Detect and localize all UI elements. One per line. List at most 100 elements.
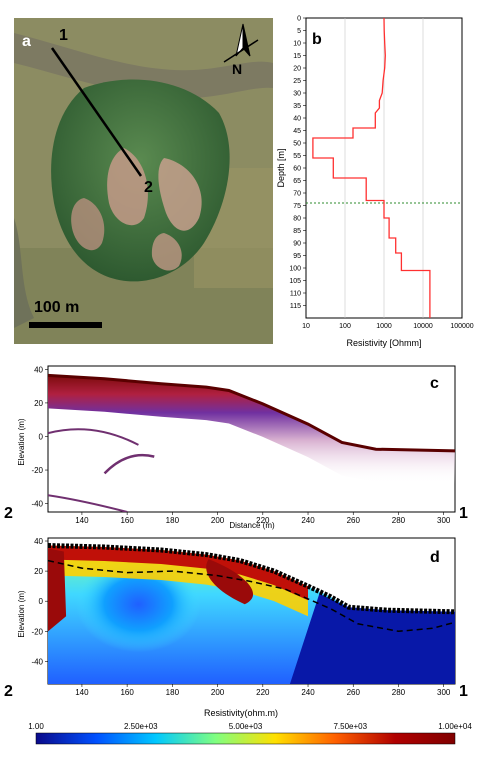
chart-c-right-end-label: 1 — [459, 505, 468, 522]
chart-c-x-tick-label: 180 — [166, 516, 180, 525]
chart-c-ylabel: Elevation (m) — [17, 418, 26, 465]
chart-c-x-tick-label: 260 — [347, 516, 361, 525]
chart-b-y-tick-label: 100 — [289, 266, 301, 273]
chart-c-x-tick-label: 160 — [120, 516, 134, 525]
gpr-diffraction-2 — [103, 453, 155, 475]
gpr-surface-reflector — [48, 373, 455, 453]
north-arrow-icon — [223, 23, 259, 63]
chart-b-x-tick-label: 10000 — [413, 323, 433, 330]
chart-b-y-tick-label: 105 — [289, 278, 301, 285]
chart-d-x-tick-label: 260 — [347, 688, 361, 697]
resistivity-model-line — [312, 17, 431, 318]
colorbar-title: Resistivity(ohm.m) — [204, 708, 278, 718]
scale-bar — [29, 322, 102, 328]
chart-b-y-tick-label: 35 — [293, 103, 301, 110]
chart-b-y-ticks: 0 5 10 15 20 25 30 35 40 45 50 55 60 65 70 75 80 85 90 95 10… — [289, 16, 306, 310]
chart-b-x-tick-label: 10 — [302, 323, 310, 330]
colorbar-tick-label: 1.00 — [28, 722, 44, 731]
chart-b-y-tick-label: 0 — [297, 16, 301, 23]
chart-d-y-tick-label: -20 — [31, 627, 43, 636]
chart-d-left-end-label: 2 — [4, 683, 13, 700]
chart-d-x-tick-label: 200 — [211, 688, 225, 697]
chart-c-x-tick-label: 300 — [437, 516, 451, 525]
chart-d-x-ticks: 140 160 180 200 220 240 260 280 300 — [75, 684, 451, 697]
chart-d-y-tick-label: 40 — [34, 537, 43, 546]
chart-b-ylabel: Depth [m] — [276, 148, 286, 187]
resistivity-colorbar: Resistivity(ohm.m) 1.00 2.50e+03 5.00e+03 7… — [0, 700, 482, 754]
river — [14, 33, 273, 99]
chart-d-x-tick-label: 280 — [392, 688, 406, 697]
profile-start-label: 1 — [59, 27, 68, 44]
profile-end-label: 2 — [144, 179, 153, 196]
ert-high-resistivity-crust — [48, 545, 308, 601]
chart-c-x-tick-label: 280 — [392, 516, 406, 525]
chart-d-x-tick-label: 140 — [75, 688, 89, 697]
chart-b-y-tick-label: 80 — [293, 216, 301, 223]
ert-interface-dashed-line — [48, 559, 455, 633]
chart-d-y-ticks: 40 20 0 -20 -40 — [31, 537, 48, 666]
chart-b-y-tick-label: 85 — [293, 228, 301, 235]
colorbar-tick-label: 2.50e+03 — [124, 722, 158, 731]
chart-c-y-tick-label: 20 — [34, 399, 43, 408]
panel-b-label: b — [312, 31, 322, 48]
chart-b-x-ticks: 10 100 1000 10000 100000 — [302, 323, 474, 330]
chart-c-y-tick-label: -20 — [31, 466, 43, 475]
chart-c-y-ticks: 40 20 0 -20 -40 — [31, 365, 48, 509]
chart-b-y-tick-label: 60 — [293, 166, 301, 173]
aerial-image-drawing: a 1 2 N 100 m — [14, 18, 273, 344]
gpr-diffraction-3 — [48, 494, 128, 512]
chart-d-right-end-label: 1 — [459, 683, 468, 700]
chart-b-y-tick-label: 50 — [293, 141, 301, 148]
chart-d-y-tick-label: 0 — [39, 597, 44, 606]
chart-b-y-tick-label: 10 — [293, 41, 301, 48]
chart-c-y-tick-label: 40 — [34, 365, 43, 374]
chart-b-y-tick-label: 75 — [293, 203, 301, 210]
chart-b-x-tick-label: 1000 — [376, 323, 392, 330]
panel-d-label: d — [430, 549, 440, 566]
colorbar-ticks: 1.00 2.50e+03 5.00e+03 7.50e+03 1.00e+04 — [28, 722, 472, 731]
chart-b-grid — [344, 18, 424, 318]
panel-a-aerial-image: a 1 2 N 100 m — [14, 18, 273, 344]
chart-b-y-tick-label: 115 — [290, 303, 301, 310]
panel-b-resistivity-depth: 0 5 10 15 20 25 30 35 40 45 50 55 60 65 70 75 80 85 90 95 10… — [274, 0, 482, 352]
chart-b-y-tick-label: 15 — [293, 53, 301, 60]
colorbar-bar — [35, 732, 456, 745]
ert-low-resistivity-zone — [289, 593, 455, 684]
chart-b-y-tick-label: 25 — [293, 78, 301, 85]
panel-a-label: a — [22, 33, 31, 50]
profile-line — [50, 47, 143, 177]
chart-c-x-tick-label: 220 — [256, 516, 270, 525]
chart-b-y-tick-label: 95 — [293, 253, 301, 260]
chart-b-y-tick-label: 30 — [293, 91, 301, 98]
chart-d-y-tick-label: 20 — [34, 567, 43, 576]
chart-b-xlabel: Resistivity [Ohmm] — [346, 338, 421, 348]
chart-c-x-ticks: 140 160 180 200 220 240 260 280 300 — [75, 512, 451, 525]
chart-d-x-tick-label: 220 — [256, 688, 270, 697]
gpr-reflection-band — [48, 374, 455, 484]
chart-d-x-tick-label: 160 — [120, 688, 134, 697]
chart-c-x-tick-label: 140 — [75, 516, 89, 525]
colorbar-tick-label: 5.00e+03 — [229, 722, 263, 731]
chart-b-y-tick-label: 90 — [293, 241, 301, 248]
chart-c-x-tick-label: 200 — [211, 516, 225, 525]
chart-b-x-tick-label: 100000 — [450, 323, 473, 330]
north-label: N — [232, 61, 242, 77]
gpr-diffraction-1 — [48, 428, 139, 446]
ert-electrode-surface — [48, 543, 455, 615]
panel-d-ert-section: 40 20 0 -20 -40 140 160 180 200 220 240 260 280 300 … — [0, 534, 482, 700]
chart-c-left-end-label: 2 — [4, 505, 13, 522]
chart-b-x-tick-label: 100 — [339, 323, 351, 330]
chart-b-y-tick-label: 110 — [290, 291, 301, 298]
chart-d-y-tick-label: -40 — [31, 657, 43, 666]
chart-c-y-tick-label: 0 — [39, 432, 44, 441]
chart-b-y-tick-label: 40 — [293, 116, 301, 123]
scale-label: 100 m — [34, 299, 79, 316]
chart-b-y-tick-label: 20 — [293, 66, 301, 73]
chart-b-y-tick-label: 5 — [297, 28, 301, 35]
colorbar-tick-label: 7.50e+03 — [333, 722, 367, 731]
chart-c-x-tick-label: 240 — [301, 516, 315, 525]
chart-d-ylabel: Elevation (m) — [17, 590, 26, 637]
panel-c-label: c — [430, 375, 439, 392]
